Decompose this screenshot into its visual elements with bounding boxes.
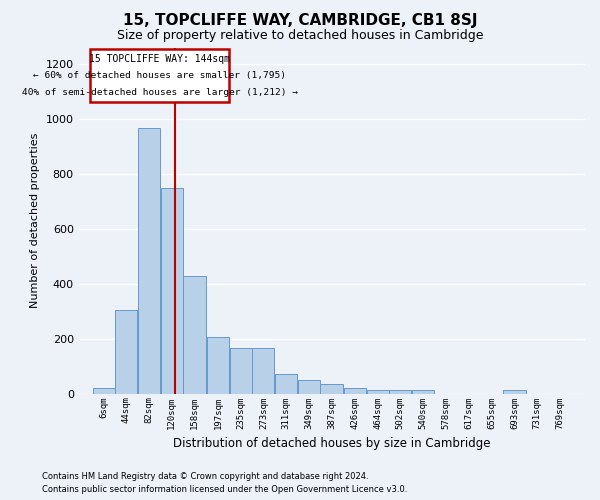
Bar — [389, 390, 412, 394]
Bar — [252, 348, 274, 394]
Bar — [367, 390, 389, 394]
Y-axis label: Number of detached properties: Number of detached properties — [30, 133, 40, 308]
Text: ← 60% of detached houses are smaller (1,795): ← 60% of detached houses are smaller (1,… — [33, 71, 286, 80]
Text: 15, TOPCLIFFE WAY, CAMBRIDGE, CB1 8SJ: 15, TOPCLIFFE WAY, CAMBRIDGE, CB1 8SJ — [123, 12, 477, 28]
Bar — [138, 128, 160, 394]
Bar — [230, 348, 251, 394]
Bar — [344, 388, 366, 394]
Bar — [412, 390, 434, 394]
Bar — [90, 49, 229, 102]
Bar — [275, 374, 297, 394]
Text: Contains HM Land Registry data © Crown copyright and database right 2024.: Contains HM Land Registry data © Crown c… — [42, 472, 368, 481]
X-axis label: Distribution of detached houses by size in Cambridge: Distribution of detached houses by size … — [173, 437, 491, 450]
Bar — [161, 188, 183, 394]
Bar — [207, 337, 229, 394]
Text: 40% of semi-detached houses are larger (1,212) →: 40% of semi-detached houses are larger (… — [22, 88, 298, 97]
Text: Contains public sector information licensed under the Open Government Licence v3: Contains public sector information licen… — [42, 485, 407, 494]
Bar — [115, 310, 137, 394]
Bar — [92, 388, 115, 394]
Bar — [320, 384, 343, 394]
Bar — [503, 390, 526, 394]
Text: 15 TOPCLIFFE WAY: 144sqm: 15 TOPCLIFFE WAY: 144sqm — [89, 54, 230, 64]
Bar — [298, 380, 320, 394]
Text: Size of property relative to detached houses in Cambridge: Size of property relative to detached ho… — [117, 29, 483, 42]
Bar — [184, 276, 206, 394]
